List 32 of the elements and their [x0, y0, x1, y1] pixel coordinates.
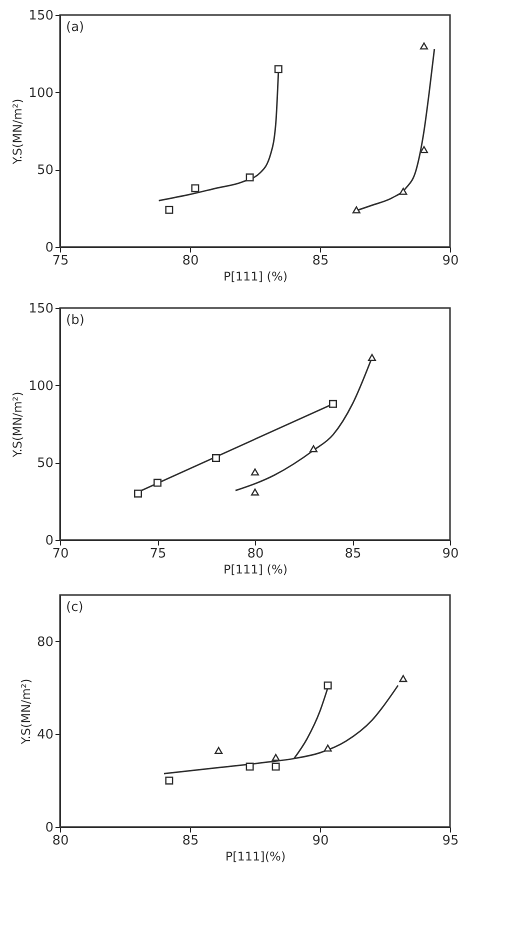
y-tick-label: 40	[36, 728, 54, 743]
y-tick-label: 50	[36, 163, 54, 178]
y-tick-label: 100	[28, 86, 54, 101]
y-tick-label: 0	[45, 820, 54, 836]
x-tick-label: 75	[150, 546, 166, 562]
x-tick-label: 85	[344, 546, 362, 562]
y-tick-label: 0	[45, 534, 54, 548]
annotation: (a)	[66, 20, 84, 35]
x-tick-label: 75	[52, 254, 69, 268]
x-tick-label: 80	[182, 254, 199, 268]
x-tick-label: 70	[52, 546, 69, 562]
y-tick-label: 0	[45, 240, 54, 256]
x-axis-title: P[111](%)	[225, 850, 286, 864]
y-tick-label: 50	[36, 456, 54, 472]
annotation: (c)	[66, 600, 84, 615]
annotation: (b)	[66, 313, 84, 328]
x-tick-label: 85	[182, 834, 199, 848]
x-tick-label: 85	[312, 254, 329, 268]
y-axis-title: Y.S(MN/m²)	[18, 678, 33, 746]
x-axis-title: P[111] (%)	[223, 562, 288, 576]
y-tick-label: 150	[28, 302, 54, 316]
x-tick-label: 90	[312, 834, 329, 848]
y-tick-label: 150	[28, 8, 54, 24]
y-tick-label: 100	[28, 378, 54, 394]
x-tick-label: 90	[442, 254, 459, 268]
x-axis-title: P[111] (%)	[223, 270, 288, 284]
x-tick-label: 80	[247, 546, 264, 562]
y-tick-label: 80	[36, 634, 54, 650]
y-axis-title: Y.S(MN/m²)	[10, 392, 25, 458]
y-axis-title: Y.S(MN/m²)	[10, 98, 25, 166]
x-tick-label: 95	[442, 834, 459, 848]
x-tick-label: 90	[442, 546, 459, 562]
